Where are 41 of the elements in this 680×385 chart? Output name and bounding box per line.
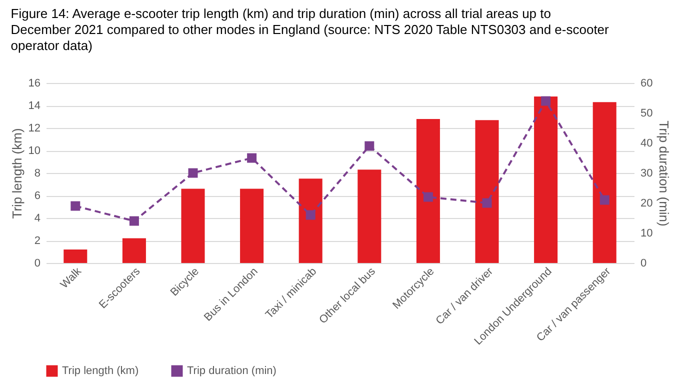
y2-tick-label: 60 bbox=[640, 78, 653, 90]
bar bbox=[298, 178, 322, 263]
bar bbox=[122, 238, 146, 263]
bar bbox=[181, 188, 205, 263]
bar bbox=[592, 102, 616, 263]
y-tick-label: 14 bbox=[28, 100, 40, 112]
y-tick-label: 6 bbox=[34, 190, 40, 202]
legend-label: Trip length (km) bbox=[62, 365, 139, 377]
point bbox=[600, 195, 610, 205]
point bbox=[129, 216, 139, 226]
y-tick-label: 16 bbox=[28, 78, 40, 90]
y2-tick-label: 50 bbox=[640, 108, 653, 120]
point bbox=[541, 96, 551, 106]
bar bbox=[240, 188, 264, 263]
y-axis-title: Trip length (km) bbox=[9, 128, 24, 219]
y-tick-label: 12 bbox=[28, 122, 40, 134]
y2-tick-label: 30 bbox=[640, 168, 653, 180]
y2-axis-title: Trip duration (min) bbox=[656, 120, 672, 226]
point bbox=[247, 153, 257, 163]
point bbox=[306, 210, 316, 220]
y2-tick-label: 20 bbox=[640, 198, 653, 210]
point bbox=[70, 201, 80, 211]
bar bbox=[416, 119, 440, 263]
legend-label: Trip duration (min) bbox=[187, 365, 276, 377]
bar bbox=[475, 120, 499, 263]
point bbox=[364, 141, 374, 151]
y-tick-label: 8 bbox=[34, 168, 40, 180]
y-tick-label: 4 bbox=[34, 212, 40, 224]
point bbox=[423, 192, 433, 202]
y-tick-label: 2 bbox=[34, 235, 40, 247]
bar bbox=[534, 96, 558, 263]
y-tick-label: 10 bbox=[28, 145, 40, 157]
y2-tick-label: 0 bbox=[640, 258, 647, 270]
y2-tick-label: 10 bbox=[640, 228, 653, 240]
chart-title: Figure 14: Average e-scooter trip length (km) and trip duration (min) across all trial areas up to December 2021 compared to other modes in England (source: NTS 2020 Table NTS0303 and e-scooter operator data) bbox=[10, 6, 610, 53]
point bbox=[188, 168, 198, 178]
bar bbox=[64, 250, 88, 263]
y-tick-label: 0 bbox=[34, 258, 40, 270]
bar bbox=[358, 170, 382, 263]
point bbox=[482, 198, 492, 208]
y2-tick-label: 40 bbox=[640, 138, 653, 150]
